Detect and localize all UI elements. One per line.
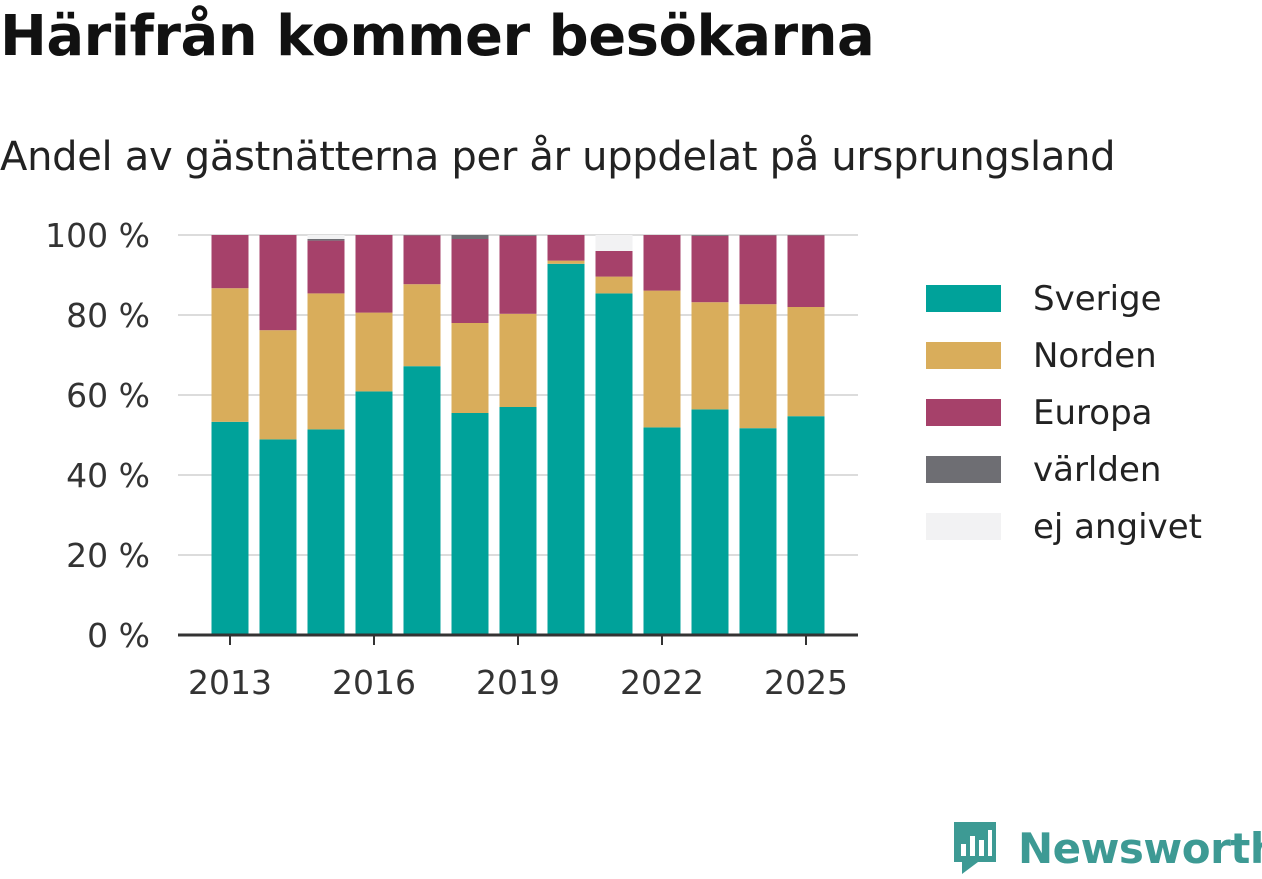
legend-label: Norden [1033, 335, 1157, 376]
legend-swatch [926, 399, 1001, 426]
bar-segment [259, 439, 297, 635]
bar-segment [403, 284, 441, 367]
newsworthy-logo-icon [954, 822, 996, 874]
bar-segment [739, 428, 777, 635]
bar-segment [643, 427, 681, 635]
bar-segment [739, 304, 777, 429]
y-tick-label: 80 % [66, 296, 150, 335]
brand-logo: Newsworthy [950, 818, 1262, 878]
bar-segment [355, 312, 393, 392]
bar-segment [307, 429, 345, 635]
legend-swatch [926, 285, 1001, 312]
bar-segment [451, 413, 489, 635]
y-tick-label: 0 % [87, 616, 150, 655]
x-tick-label: 2025 [764, 663, 848, 702]
bar-segment [691, 302, 729, 410]
chart-title: Härifrån kommer besökarna [0, 4, 875, 69]
bars [211, 235, 825, 635]
legend-swatch [926, 456, 1001, 483]
bar-segment [211, 288, 249, 422]
bar-segment [595, 251, 633, 277]
bar-segment [307, 235, 345, 239]
legend-label: Sverige [1033, 278, 1162, 319]
bar-segment [691, 235, 729, 236]
bar-segment [691, 235, 729, 303]
bar-segment [451, 323, 489, 413]
bar-segment [355, 391, 393, 635]
bar-segment [307, 239, 345, 241]
bar-segment [259, 330, 297, 440]
bar-segment [307, 293, 345, 430]
bar-segment [595, 293, 633, 635]
legend-label: Europa [1033, 392, 1153, 433]
bar-segment [643, 235, 681, 291]
legend-item: Norden [926, 327, 1202, 384]
bar-segment [307, 240, 345, 294]
x-tick-label: 2016 [332, 663, 416, 702]
bar-segment [211, 235, 249, 289]
bar-segment [547, 263, 585, 635]
legend-item: Sverige [926, 270, 1202, 327]
bar-segment [499, 407, 537, 635]
bar-segment [499, 313, 537, 407]
bar-segment [547, 235, 585, 261]
bar-segment [403, 235, 441, 285]
legend-item: Europa [926, 384, 1202, 441]
bar-segment [355, 235, 393, 313]
bar-segment [595, 235, 633, 251]
chart-subtitle: Andel av gästnätterna per år uppdelat på… [0, 134, 1116, 180]
legend-item: världen [926, 441, 1202, 498]
y-tick-label: 100 % [45, 216, 150, 255]
axes: 0 % 20 % 40 % 60 % 80 % 100 % 2013 2016 2019 2022… [45, 216, 858, 702]
y-tick-label: 60 % [66, 376, 150, 415]
x-tick-label: 2019 [476, 663, 560, 702]
bar-segment [547, 260, 585, 264]
bar-segment [451, 235, 489, 239]
x-tick-label: 2013 [188, 663, 272, 702]
bar-segment [643, 290, 681, 428]
brand-name: Newsworthy [1018, 823, 1262, 873]
y-tick-label: 20 % [66, 536, 150, 575]
legend: Sverige Norden Europa världen ej angivet [926, 270, 1202, 555]
bar-segment [595, 276, 633, 294]
bar-segment [451, 239, 489, 323]
x-tick-label: 2022 [620, 663, 704, 702]
bar-segment [499, 235, 537, 236]
legend-swatch [926, 513, 1001, 540]
bar-segment [691, 409, 729, 635]
bar-segment [499, 235, 537, 314]
bar-segment [787, 235, 825, 307]
legend-item: ej angivet [926, 498, 1202, 555]
legend-swatch [926, 342, 1001, 369]
bar-segment [787, 416, 825, 635]
bar-segment [211, 421, 249, 635]
bar-segment [403, 366, 441, 635]
legend-label: världen [1033, 449, 1162, 490]
legend-label: ej angivet [1033, 506, 1202, 547]
bar-segment [259, 235, 297, 331]
y-tick-label: 40 % [66, 456, 150, 495]
bar-segment [739, 235, 777, 305]
bar-segment [787, 307, 825, 417]
